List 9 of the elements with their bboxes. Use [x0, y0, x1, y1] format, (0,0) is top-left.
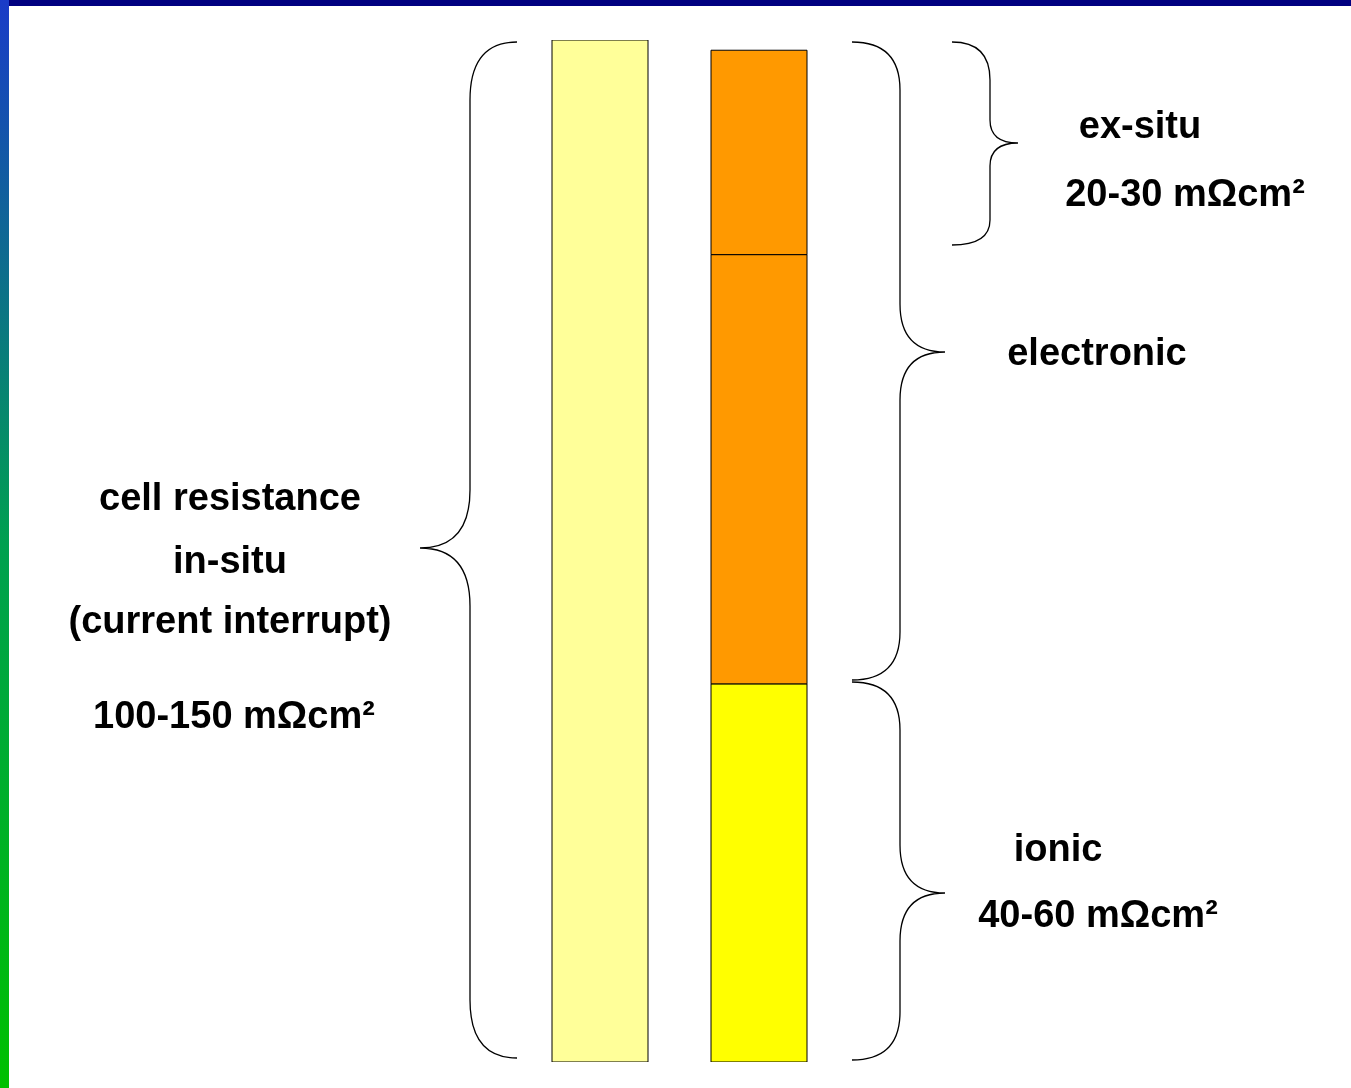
text: (current interrupt) — [67, 598, 393, 643]
text: electronic — [1006, 330, 1188, 375]
text: cell resistance — [98, 475, 362, 520]
text: 20-30 mΩcm² — [1064, 171, 1306, 216]
text: 100-150 mΩcm² — [92, 693, 376, 738]
text: in-situ — [172, 538, 288, 583]
text: 40-60 mΩcm² — [977, 892, 1219, 937]
text: ionic — [1012, 826, 1104, 871]
text: ex-situ — [1077, 103, 1203, 148]
